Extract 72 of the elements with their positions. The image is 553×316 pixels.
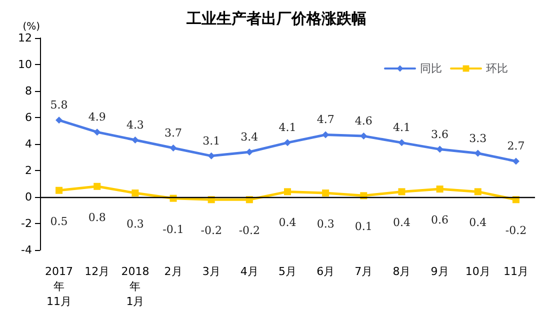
data-label: -0.2 [238,224,260,238]
y-tick-label: 10 [18,58,32,71]
y-tick-label: -2 [21,217,32,230]
legend-label: 环比 [486,62,508,75]
data-label: 3.3 [469,132,487,145]
point [360,132,368,140]
data-label: -0.2 [200,224,222,238]
data-label: 3.1 [202,134,220,148]
data-label: 4.9 [88,110,106,124]
data-label: -0.1 [162,222,184,236]
x-tick-label: 6月 [316,265,335,278]
data-label: 0.4 [278,216,296,230]
data-label: 0.6 [431,214,449,227]
data-label: 0.1 [354,220,372,234]
point [398,139,406,146]
y-tick-label: 6 [25,111,32,124]
data-label: 5.8 [50,98,68,112]
data-label: 4.1 [278,121,296,134]
point [398,188,406,196]
point [132,190,139,197]
point [170,144,177,152]
x-tick-label: 9月 [430,265,449,278]
x-tick-label: 2月 [164,265,182,278]
legend-label: 同比 [420,62,442,75]
x-tick-label: 10月 [465,265,490,278]
point [322,190,330,197]
point [208,152,215,160]
point [132,136,139,144]
point [94,182,101,190]
data-label: 0.4 [469,216,487,230]
data-label: 0.8 [88,210,106,224]
data-label: 4.7 [316,113,334,126]
x-tick-label: 4月 [240,265,258,278]
point [474,188,482,196]
point [474,150,482,157]
data-label: 0.3 [316,218,334,231]
y-tick-label: 12 [18,32,32,44]
x-tick-label: 5月 [278,265,296,278]
point [436,146,444,153]
y-tick-label: 2 [25,164,32,177]
point [284,188,291,196]
point [94,128,101,136]
chart-title: 工业生产者出厂价格涨跌幅 [186,10,366,28]
data-label: 4.3 [126,118,144,132]
x-tick-label: 3月 [202,265,220,278]
x-tick-label: 7月 [354,265,373,278]
data-label: 0.4 [392,216,410,230]
x-tick-label: 11月 [503,265,528,278]
y-tick-label: 8 [25,84,32,98]
y-axis-title: (%) [22,22,40,32]
y-tick-label: -4 [21,244,32,256]
point [56,116,63,124]
point [284,139,291,146]
point [56,186,63,194]
y-tick-label: 4 [25,138,32,150]
data-label: 3.4 [240,130,258,144]
point [436,186,444,193]
x-tick-label: 2017 年 11月 [45,265,74,308]
data-label: 3.7 [164,126,182,140]
data-label: 2.7 [507,140,525,153]
data-label: 4.1 [392,121,410,134]
data-label: 0.3 [126,218,144,231]
point [512,158,520,165]
data-label: 0.5 [50,214,68,228]
point [322,131,330,138]
data-label: 4.6 [354,114,372,128]
y-tick-label: 0 [25,190,32,204]
x-tick-label: 2018 年 1月 [121,265,150,308]
data-label: -0.2 [505,224,527,238]
x-tick-label: 12月 [84,265,110,278]
data-label: 3.6 [431,128,449,141]
x-tick-label: 8月 [392,265,411,278]
